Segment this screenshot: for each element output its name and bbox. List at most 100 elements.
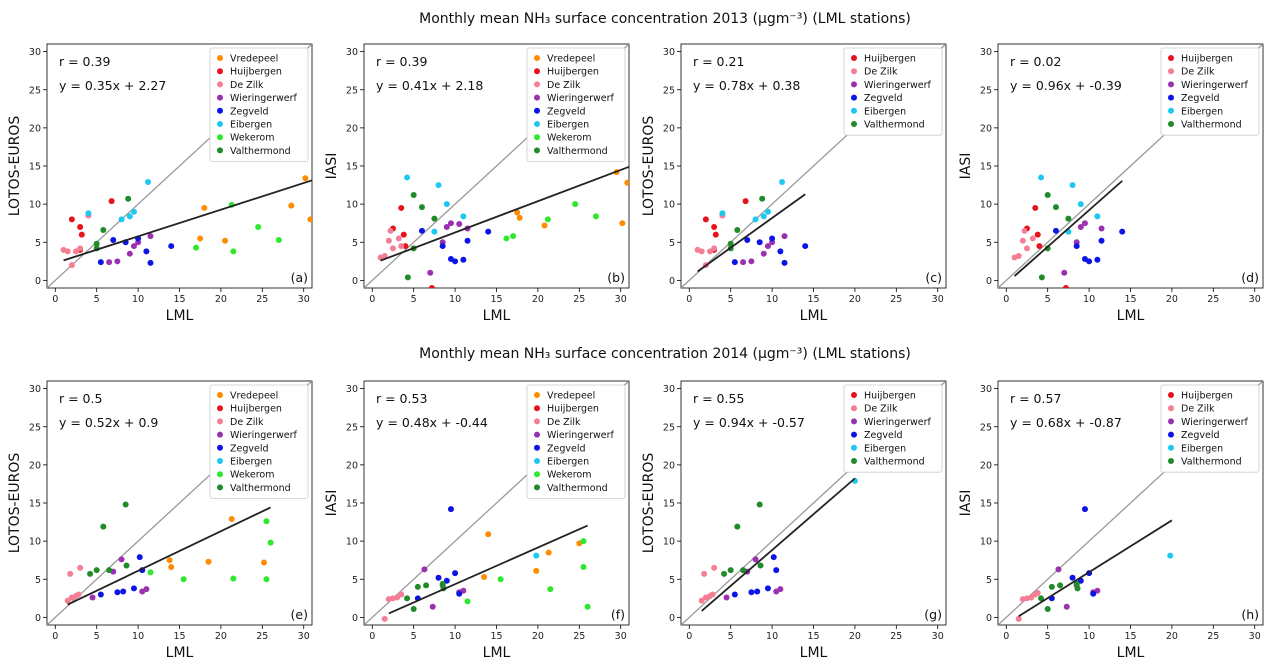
data-point: [481, 573, 488, 580]
x-axis-label: LML: [800, 308, 828, 324]
data-point: [122, 501, 129, 508]
scatter-panel-c: 0 5 10 15 20 25 30 0 5 10 15 20 25 30 LML LOTOS-EUROS r …: [641, 43, 947, 324]
y-tick-label: 5: [986, 238, 992, 249]
legend-marker: [851, 458, 857, 464]
data-point: [201, 204, 208, 211]
y-tick-label: 10: [663, 200, 675, 211]
data-point: [423, 582, 430, 589]
data-point: [533, 567, 540, 574]
correlation-label: r = 0.5: [59, 391, 102, 406]
data-point: [136, 554, 143, 561]
data-point: [1052, 204, 1059, 211]
y-tick-label: 0: [986, 276, 992, 287]
x-axis-label: LML: [1117, 645, 1145, 657]
legend-entry: Valthermond: [1181, 120, 1242, 131]
scatter-panel-f: 0 5 10 15 20 25 30 0 5 10 15 20 25 30 LML IASI r = 0.53 y…: [324, 380, 630, 657]
data-point: [727, 240, 734, 247]
data-point: [544, 216, 551, 223]
x-tick-label: 30: [1249, 294, 1261, 305]
data-point: [584, 603, 591, 610]
x-tick-label: 0: [686, 631, 692, 642]
data-point: [197, 235, 204, 242]
data-point: [222, 237, 229, 244]
data-point: [698, 248, 705, 255]
row-title-2013: Monthly mean NH₃ surface concentration 2…: [419, 11, 911, 27]
x-tick-label: 30: [1249, 631, 1261, 642]
y-tick-label: 5: [669, 575, 675, 586]
legend-entry: De Zilk: [864, 404, 898, 415]
x-tick-label: 20: [532, 294, 544, 305]
data-point: [485, 228, 492, 235]
y-tick-label: 25: [29, 85, 41, 96]
data-point: [130, 208, 137, 215]
legend-marker: [534, 121, 540, 127]
data-point: [619, 220, 626, 227]
data-point: [547, 586, 554, 593]
data-point: [143, 248, 150, 255]
legend-entry: Valthermond: [864, 120, 925, 131]
y-tick-label: 20: [346, 123, 358, 134]
data-point: [1057, 582, 1064, 589]
legend-entry: Wieringerwerf: [547, 93, 615, 104]
legend: Huijbergen De Zilk Wieringerwerf Zegveld Eib…: [1160, 47, 1260, 136]
legend-entry: Zegveld: [230, 443, 269, 454]
legend-marker: [534, 81, 540, 88]
data-point: [1081, 220, 1088, 227]
legend-entry: Huijbergen: [230, 67, 282, 78]
x-tick-label: 15: [173, 294, 185, 305]
data-point: [263, 518, 270, 525]
data-point: [77, 224, 84, 230]
x-tick-label: 0: [686, 294, 692, 305]
data-point: [1023, 245, 1030, 252]
regression-line: [380, 165, 629, 262]
data-point: [166, 557, 173, 564]
legend-entry: Wieringerwerf: [864, 417, 932, 428]
data-point: [1044, 245, 1051, 252]
legend-marker: [1168, 121, 1174, 127]
y-tick-label: 10: [980, 200, 992, 211]
x-tick-label: 5: [1045, 631, 1051, 642]
data-point: [275, 236, 282, 243]
data-point: [72, 248, 79, 255]
legend-entry: De Zilk: [230, 417, 264, 428]
x-axis-label: LML: [1117, 308, 1145, 324]
legend-marker: [851, 55, 857, 61]
regression-line: [67, 506, 271, 606]
y-tick-label: 20: [980, 460, 992, 471]
legend: Vredepeel Huijbergen De Zilk Wieringerwerf Z…: [526, 384, 626, 499]
data-point: [711, 245, 718, 252]
legend-marker: [851, 392, 857, 398]
fit-equation-label: y = 0.68x + -0.87: [1010, 415, 1122, 430]
data-point: [147, 569, 154, 576]
legend-marker: [534, 471, 540, 478]
data-point: [460, 587, 467, 594]
legend-entry: Eibergen: [547, 457, 589, 468]
data-point: [503, 235, 510, 242]
legend-entry: De Zilk: [547, 80, 581, 91]
x-tick-label: 0: [369, 294, 375, 305]
legend-entry: Eibergen: [1181, 443, 1223, 454]
legend-marker: [217, 418, 223, 425]
x-tick-label: 15: [1124, 294, 1136, 305]
x-tick-label: 25: [1207, 294, 1219, 305]
legend-entry: Vredepeel: [547, 391, 595, 402]
x-tick-label: 25: [1207, 631, 1219, 642]
legend-entry: Zegveld: [864, 430, 903, 441]
data-point: [385, 237, 392, 244]
data-point: [759, 195, 766, 202]
data-point: [389, 245, 396, 252]
data-point: [398, 591, 405, 598]
data-point: [752, 216, 759, 223]
data-point: [1167, 552, 1174, 559]
data-point: [143, 586, 150, 593]
legend-entry: De Zilk: [547, 417, 581, 428]
data-point: [1032, 204, 1039, 211]
legend-marker: [217, 68, 223, 75]
data-point: [418, 227, 425, 234]
panel-label: (c): [925, 270, 942, 285]
data-point: [404, 595, 411, 602]
data-point: [267, 539, 274, 546]
legend-marker: [217, 392, 223, 398]
data-point: [429, 603, 436, 610]
data-point: [1034, 231, 1041, 238]
